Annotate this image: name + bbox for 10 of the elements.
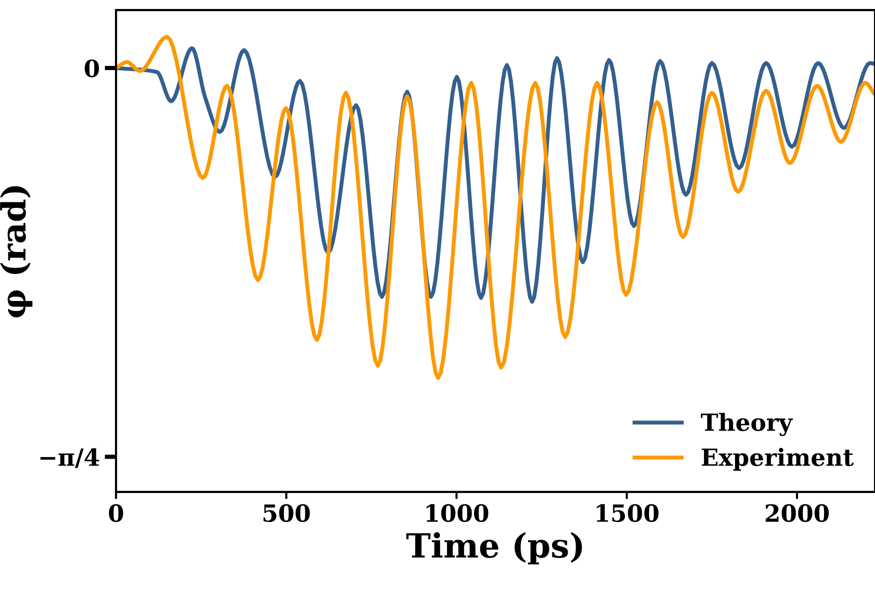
x-tick-label: 0 bbox=[108, 504, 124, 522]
legend-label: Theory bbox=[700, 412, 793, 436]
y-tick-label: −π/4 bbox=[40, 448, 100, 468]
x-tick-label: 2000 bbox=[766, 504, 829, 522]
legend-label: Experiment bbox=[702, 448, 854, 471]
x-axis-title: Time (ps) bbox=[406, 532, 582, 564]
x-tick-label: 500 bbox=[264, 504, 310, 522]
y-axis-title: φ (rad) bbox=[0, 186, 32, 318]
x-tick-label: 1000 bbox=[426, 504, 488, 522]
x-tick-label: 1500 bbox=[596, 504, 659, 522]
